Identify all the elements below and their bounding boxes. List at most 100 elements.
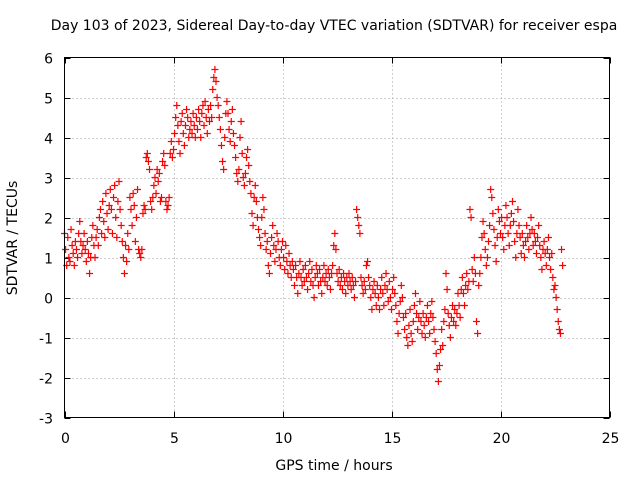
data-point [426,330,434,337]
data-point [354,214,362,221]
data-point [119,254,127,261]
data-point [380,302,388,309]
data-point [405,322,413,329]
data-point [105,202,113,209]
data-point [444,310,452,317]
data-point [423,302,431,309]
data-point [554,318,562,325]
data-point [276,262,284,269]
data-point [467,214,475,221]
data-point [192,114,200,121]
data-point [318,290,326,297]
data-point [332,246,340,253]
data-point [106,186,114,193]
data-point [478,234,486,241]
data-point [100,218,108,225]
data-point [523,222,531,229]
data-point [304,286,312,293]
data-point [147,198,155,205]
data-point [229,130,237,137]
data-point [449,302,457,309]
data-point [210,74,218,81]
data-point [155,170,163,177]
data-point [294,290,302,297]
data-point [404,342,412,349]
data-point [215,114,223,121]
x-tick-labels: 0 5 10 15 20 25 [61,431,619,447]
data-point [374,294,382,301]
data-point [139,210,147,217]
data-point [416,298,424,305]
data-point [508,198,516,205]
data-point [160,150,168,157]
data-point [487,186,495,193]
data-point [259,194,267,201]
data-point [174,122,182,129]
data-point [220,166,228,173]
data-point [178,110,186,117]
data-point [125,246,133,253]
data-point [320,262,328,269]
data-point [368,306,376,313]
data-point [261,230,269,237]
data-point [120,270,128,277]
data-point [239,174,247,181]
data-point [330,242,338,249]
data-point [204,106,212,113]
data-point [480,230,488,237]
data-point [138,246,146,253]
data-point [76,218,84,225]
data-point [479,218,487,225]
data-point [179,130,187,137]
data-point [80,230,88,237]
data-point [421,334,429,341]
data-point [549,274,557,281]
data-point [468,266,476,273]
data-point [392,302,400,309]
data-point [362,262,370,269]
data-point [233,170,241,177]
data-point [175,138,183,145]
data-point [112,214,120,221]
data-point [469,278,477,285]
data-point [361,286,369,293]
data-point [196,118,204,125]
data-point [123,258,131,265]
data-point [417,318,425,325]
data-point [398,294,406,301]
data-point [107,206,115,213]
data-point [492,258,500,265]
y-tick-label: -3 [39,412,53,428]
data-point [217,142,225,149]
data-point [89,222,97,229]
data-point [437,346,445,353]
data-point [207,102,215,109]
data-point [208,114,216,121]
data-point [551,282,559,289]
data-point [385,278,393,285]
data-point [130,202,138,209]
data-point [151,174,159,181]
data-point [381,282,389,289]
y-tick-label: 6 [44,52,53,68]
data-point [316,266,324,273]
data-point [256,234,264,241]
data-point [470,254,478,261]
data-point [461,302,469,309]
data-point [486,222,494,229]
data-point [148,206,156,213]
data-point [134,186,142,193]
data-point [143,150,151,157]
data-point [232,154,240,161]
data-point [93,226,101,233]
data-point [512,254,520,261]
data-point [240,182,248,189]
data-point [144,158,152,165]
data-point [68,242,76,249]
data-point [548,250,556,257]
data-point [141,206,149,213]
data-point [335,266,343,273]
data-point [111,182,119,189]
data-point [348,274,356,281]
data-point [131,238,139,245]
